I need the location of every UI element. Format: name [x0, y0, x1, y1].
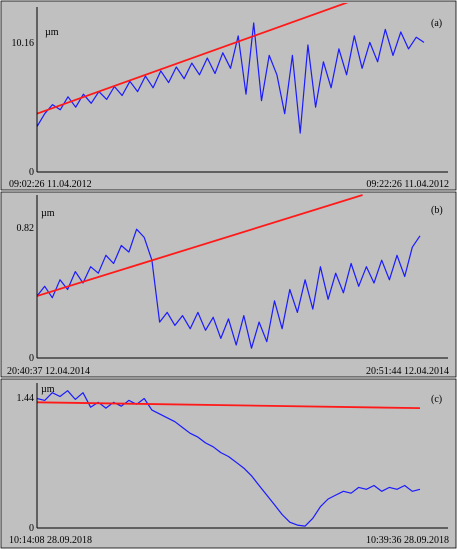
- panel-a-x-end-label: 09:22:26 11.04.2012: [366, 179, 449, 190]
- panel-a-y-tick-max: 10.16: [12, 38, 35, 49]
- panel-b-y-tick-zero: 0: [29, 353, 34, 364]
- trend-line: [37, 194, 363, 297]
- panel-a-unit-label: µm: [45, 27, 59, 38]
- panel-c-unit-label: µm: [41, 384, 55, 395]
- trend-line: [37, 3, 349, 115]
- panel-c-plot-area: [37, 390, 421, 527]
- panel-b-y-tick-max: 0.82: [17, 223, 35, 234]
- trend-line: [37, 401, 421, 410]
- panel-a-frame: [0, 0, 457, 191]
- panel-c-y-tick-max: 1.44: [17, 393, 35, 404]
- panel-a: µm 10.16 0 09:02:26 11.04.2012 09:22:26 …: [0, 0, 457, 191]
- panel-a-y-tick-zero: 0: [29, 167, 34, 178]
- panel-c-x-end-label: 10:39:36 28.09.2018: [366, 535, 449, 546]
- panel-a-plot-area: [37, 3, 425, 134]
- panel-b-plot-area: [37, 194, 421, 349]
- panel-a-tag: (a): [431, 18, 442, 29]
- panel-b-unit-label: µm: [41, 208, 55, 219]
- signal-line: [37, 22, 425, 134]
- panel-b-tag: (b): [431, 205, 443, 216]
- panel-c-y-tick-zero: 0: [29, 523, 34, 534]
- panel-c-tag: (c): [431, 394, 442, 405]
- panel-b-x-start-label: 20:40:37 12.04.2014: [7, 366, 90, 377]
- panel-b-x-end-label: 20:51:44 12.04.2014: [366, 366, 449, 377]
- panel-a-x-start-label: 09:02:26 11.04.2012: [9, 179, 92, 190]
- panel-c: µm 1.44 0 10:14:08 28.09.2018 10:39:36 2…: [0, 378, 457, 549]
- signal-line: [37, 390, 421, 527]
- panel-b: µm 0.82 0 20:40:37 12.04.2014 20:51:44 1…: [0, 191, 457, 378]
- signal-line: [37, 228, 421, 349]
- panel-c-x-start-label: 10:14:08 28.09.2018: [9, 535, 92, 546]
